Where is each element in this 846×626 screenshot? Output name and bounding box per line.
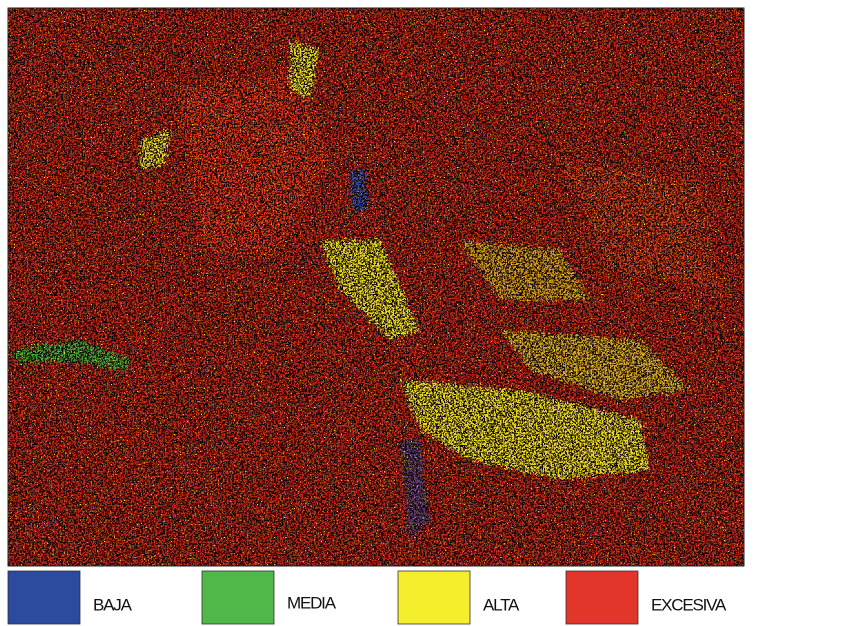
legend: BAJA MEDIA ALTA EXCESIVA <box>8 571 727 624</box>
legend-swatch <box>8 571 80 624</box>
page: {"legend": {"items": [ {"label": "BAJA",… <box>0 0 846 626</box>
legend-swatch <box>202 571 274 624</box>
legend-label: MEDIA <box>287 593 337 612</box>
map-texture <box>8 8 744 566</box>
legend-swatch <box>566 571 638 624</box>
classified-map <box>8 8 744 566</box>
map-figure: BAJA MEDIA ALTA EXCESIVA <box>0 0 846 626</box>
legend-label: ALTA <box>483 595 520 614</box>
legend-label: EXCESIVA <box>651 595 727 614</box>
legend-swatch <box>398 571 470 624</box>
legend-label: BAJA <box>93 595 133 614</box>
